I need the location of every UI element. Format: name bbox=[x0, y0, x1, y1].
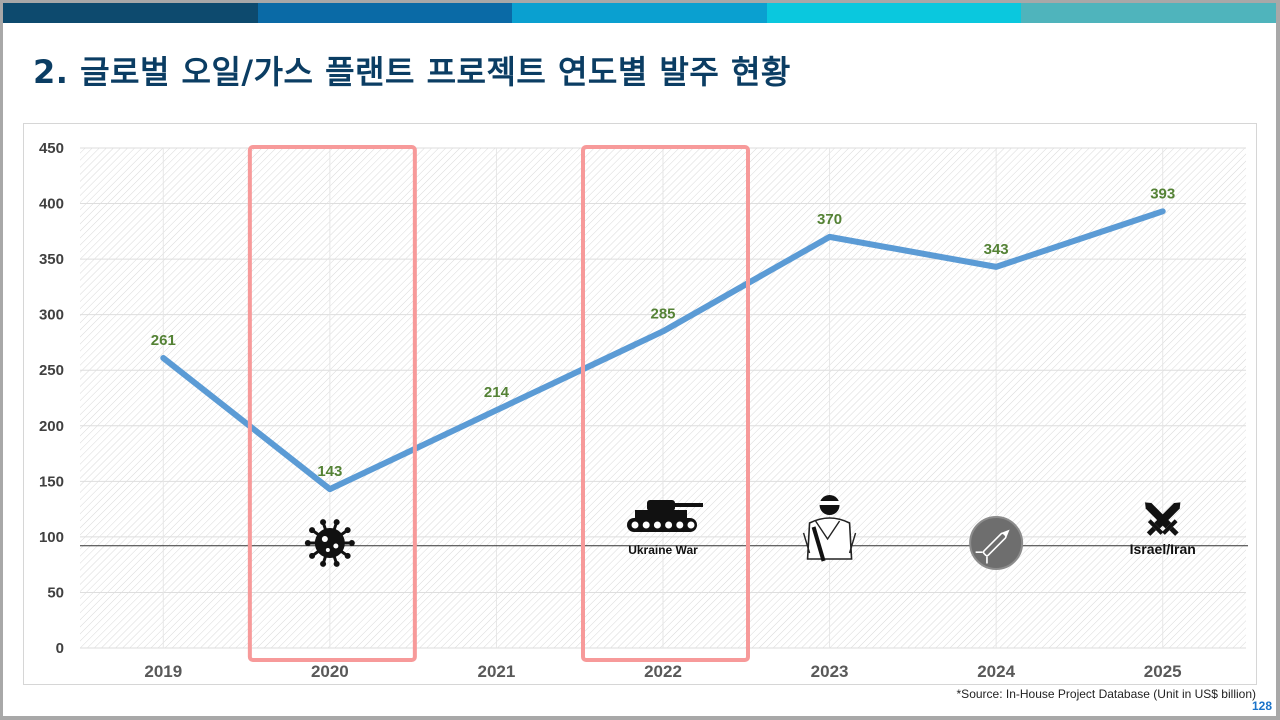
source-note: *Source: In-House Project Database (Unit… bbox=[956, 687, 1256, 701]
missile bbox=[975, 529, 1010, 564]
soldier-eye-slit bbox=[819, 501, 840, 505]
sword-hilt bbox=[1169, 526, 1179, 536]
y-axis: 0 50 100 150 200 250 300 350 400 450 bbox=[39, 140, 64, 657]
tank-wheel bbox=[653, 521, 661, 529]
sword bbox=[1145, 502, 1179, 536]
soldier-arm bbox=[802, 532, 811, 554]
top-bar-segment bbox=[1021, 3, 1276, 23]
missile-nose bbox=[1002, 529, 1010, 537]
missile-fins bbox=[975, 551, 988, 564]
tank-wheel bbox=[676, 521, 684, 529]
x-axis: 2019 2020 2021 2022 2023 2024 2025 bbox=[144, 662, 1181, 681]
y-tick-label: 0 bbox=[56, 640, 64, 657]
data-label: 343 bbox=[984, 241, 1009, 258]
y-tick-label: 100 bbox=[39, 529, 64, 546]
missile-icon bbox=[969, 516, 1024, 570]
virus-spike-tip bbox=[348, 540, 355, 546]
tank-icon bbox=[627, 500, 703, 532]
virus-spike-tip bbox=[320, 519, 327, 526]
sword-guard bbox=[1147, 519, 1164, 535]
series-line bbox=[160, 208, 1166, 493]
annotation-label: Israel/Iran bbox=[1130, 541, 1196, 557]
highlight-boxes bbox=[247, 145, 750, 662]
x-tick-label: 2024 bbox=[977, 662, 1015, 681]
y-tick-label: 400 bbox=[39, 196, 64, 213]
soldier-vest bbox=[814, 520, 841, 541]
x-tick-label: 2022 bbox=[644, 662, 682, 681]
virus-body bbox=[314, 528, 345, 558]
data-label: 370 bbox=[817, 211, 842, 228]
x-tick-label: 2023 bbox=[811, 662, 849, 681]
tank-wheel bbox=[687, 521, 695, 529]
top-color-bar bbox=[3, 3, 1276, 23]
data-label: 393 bbox=[1150, 185, 1175, 202]
x-tick-label: 2020 bbox=[311, 662, 349, 681]
data-label: 285 bbox=[650, 305, 675, 322]
event-annotations: Ukraine War Israel/Iran bbox=[304, 495, 1196, 570]
missile-badge-rim bbox=[969, 516, 1024, 570]
top-bar-segment bbox=[766, 3, 1022, 23]
y-tick-label: 300 bbox=[39, 307, 64, 324]
top-bar-segment bbox=[257, 3, 513, 23]
soldier-arm bbox=[848, 532, 857, 554]
data-labels: 261 143 214 285 370 343 393 bbox=[151, 185, 1175, 480]
slide-title: 2. 글로벌 오일/가스 플랜트 프로젝트 연도별 발주 현황 bbox=[33, 53, 791, 91]
virus-spike-tip bbox=[309, 527, 316, 534]
virus-spike-tip bbox=[344, 527, 351, 534]
data-label: 261 bbox=[151, 332, 176, 349]
annotation-label: Ukraine War bbox=[628, 543, 698, 557]
sword-blade bbox=[1145, 502, 1172, 529]
soldier-rifle bbox=[811, 526, 826, 562]
tank-track bbox=[627, 518, 697, 532]
sword-hilt bbox=[1146, 526, 1156, 536]
virus-spike-tip bbox=[344, 552, 351, 559]
tank-hull bbox=[635, 510, 687, 519]
soldier-body bbox=[806, 517, 853, 560]
virus-spot bbox=[325, 548, 330, 552]
sword-guard bbox=[1162, 519, 1178, 535]
top-bar-segment bbox=[3, 3, 258, 23]
page-number: 128 bbox=[1251, 699, 1272, 713]
tank-wheel bbox=[665, 521, 673, 529]
virus-spike-tip bbox=[333, 519, 340, 526]
y-tick-label: 450 bbox=[39, 140, 64, 157]
virus-spike-tip bbox=[333, 560, 340, 567]
data-label: 143 bbox=[317, 463, 342, 480]
tank-turret bbox=[647, 500, 675, 511]
y-tick-label: 150 bbox=[39, 473, 64, 490]
y-tick-label: 350 bbox=[39, 251, 64, 268]
virus-spike-tip bbox=[320, 560, 327, 567]
top-bar-segment bbox=[512, 3, 767, 23]
crossed-swords-icon bbox=[1145, 502, 1181, 536]
y-tick-label: 250 bbox=[39, 362, 64, 379]
x-tick-label: 2019 bbox=[144, 662, 182, 681]
chart-area: 0 50 100 150 200 250 300 350 400 450 2019 2020 2021… bbox=[23, 123, 1257, 685]
tank-wheel bbox=[642, 521, 650, 529]
data-label: 214 bbox=[484, 384, 510, 401]
virus-spike-tip bbox=[309, 552, 316, 559]
virus-icon bbox=[304, 519, 355, 567]
x-tick-label: 2021 bbox=[478, 662, 516, 681]
y-tick-label: 200 bbox=[39, 418, 64, 435]
virus-spot bbox=[333, 543, 339, 549]
tank-barrel bbox=[673, 503, 703, 507]
x-tick-label: 2025 bbox=[1144, 662, 1182, 681]
y-tick-label: 50 bbox=[47, 584, 64, 601]
tank-wheel bbox=[631, 521, 639, 529]
line-chart: 0 50 100 150 200 250 300 350 400 450 2019 2020 2021… bbox=[39, 140, 1248, 681]
soldier-icon bbox=[802, 495, 857, 562]
virus-spot bbox=[321, 536, 328, 542]
highlight-box bbox=[247, 145, 417, 662]
slide: 2. 글로벌 오일/가스 플랜트 프로젝트 연도별 발주 현황 0 50 100 15… bbox=[3, 3, 1276, 716]
highlight-box bbox=[581, 145, 750, 662]
virus-spike-tip bbox=[304, 540, 311, 546]
